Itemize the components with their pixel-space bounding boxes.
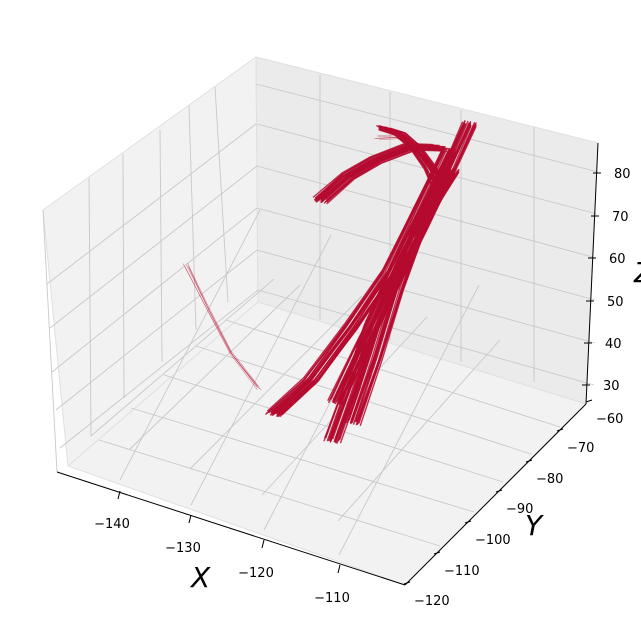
y-axis-label: Y [525,509,544,542]
fiber-streamline [188,267,262,391]
grid-line-wall-left [42,209,58,473]
y-tick-label: −90 [506,502,533,517]
x-tick-label: −130 [165,541,201,556]
grid-line-wall-left [214,86,229,303]
z-tick-label: 30 [603,379,620,394]
grid-line-wall-right [255,83,599,173]
y-tick-label: −80 [536,472,563,487]
x-axis-label: X [189,561,211,594]
y-tick-mark [525,459,533,463]
grid-line-floor [189,295,363,470]
grid-line-floor [129,284,301,450]
grid-line-wall-right [256,249,596,344]
grid-line-floor [130,407,475,513]
z-axis-line [585,142,599,405]
fiber-streamline [375,137,437,172]
fiber-streamline [325,145,446,200]
y-tick-mark [495,489,503,493]
y-tick-label: −110 [444,564,480,579]
grid-line-x [190,234,332,506]
grid-line-wall-left [51,207,258,373]
grid-line-floor [225,319,561,428]
z-tick-label: 50 [607,295,624,310]
fiber-streamline [377,134,437,170]
fiber-bundle [182,120,477,444]
fiber-streamline [326,149,448,205]
x-tick-label: −120 [238,566,274,581]
grid-line-wall-left [46,123,257,285]
z-tick-label: 70 [612,210,629,225]
grid-line-wall-left [122,153,125,399]
x-tick-label: −140 [94,517,130,532]
fiber-streamline [355,170,450,422]
y-tick-mark [464,520,472,524]
fiber-streamline [187,262,259,387]
y-tick-label: −60 [596,412,623,427]
grid-line-wall-right [257,289,595,386]
fiber-streamline [359,175,456,426]
grid-line-x [338,284,480,556]
y-tick-label: −70 [567,441,594,456]
fiber-streamline [271,147,445,412]
grid-line-wall-right [256,207,596,301]
fiber-streamline [184,266,258,390]
axis-ticks: −140 −130 −120 −110 −120 −110 −100 −90−80 −70−60… [94,167,630,609]
grid-line-wall-left [159,129,163,363]
z-tick-label: 60 [609,252,626,267]
fiber-streamline [319,144,440,199]
grid-line-x [119,209,261,481]
fiber-streamline [182,263,257,387]
y-axis-line [404,403,587,586]
y-tick-mark [585,399,593,403]
fiber-streamline [186,264,258,388]
fiber-streamline [187,265,260,389]
grid-line-wall-left [55,249,258,411]
fiber-streamline [379,137,441,172]
y-tick-mark [403,581,411,585]
grid-line-wall-left [49,165,258,329]
x-tick-mark [337,564,341,574]
x-tick-mark [117,490,121,500]
fiber-streamline [378,135,438,171]
grid-line-floor [337,339,501,522]
x-tick-mark [188,514,192,524]
grid-line-floor [98,439,441,547]
grid-line-wall-left [188,105,197,331]
z-tick-label: 40 [605,337,622,352]
z-tick-label: 80 [614,167,631,182]
grid-line-wall-left [59,289,259,449]
y-tick-mark [556,428,564,432]
y-tick-mark [433,551,441,555]
x-tick-mark [261,539,265,549]
fiber-streamline [378,138,439,174]
y-tick-label: −100 [475,533,511,548]
x-axis-line [56,471,406,586]
grid-line-floor [90,278,275,437]
y-tick-label: −120 [414,594,450,609]
fiber-streamline [374,136,436,172]
grid-line-wall-left [88,177,92,437]
fiber-streamline [358,173,456,424]
fiber-streamline [326,146,449,202]
x-tick-label: −110 [314,591,350,606]
fiber-streamline [348,169,445,421]
z-axis-label: Z [633,256,641,289]
